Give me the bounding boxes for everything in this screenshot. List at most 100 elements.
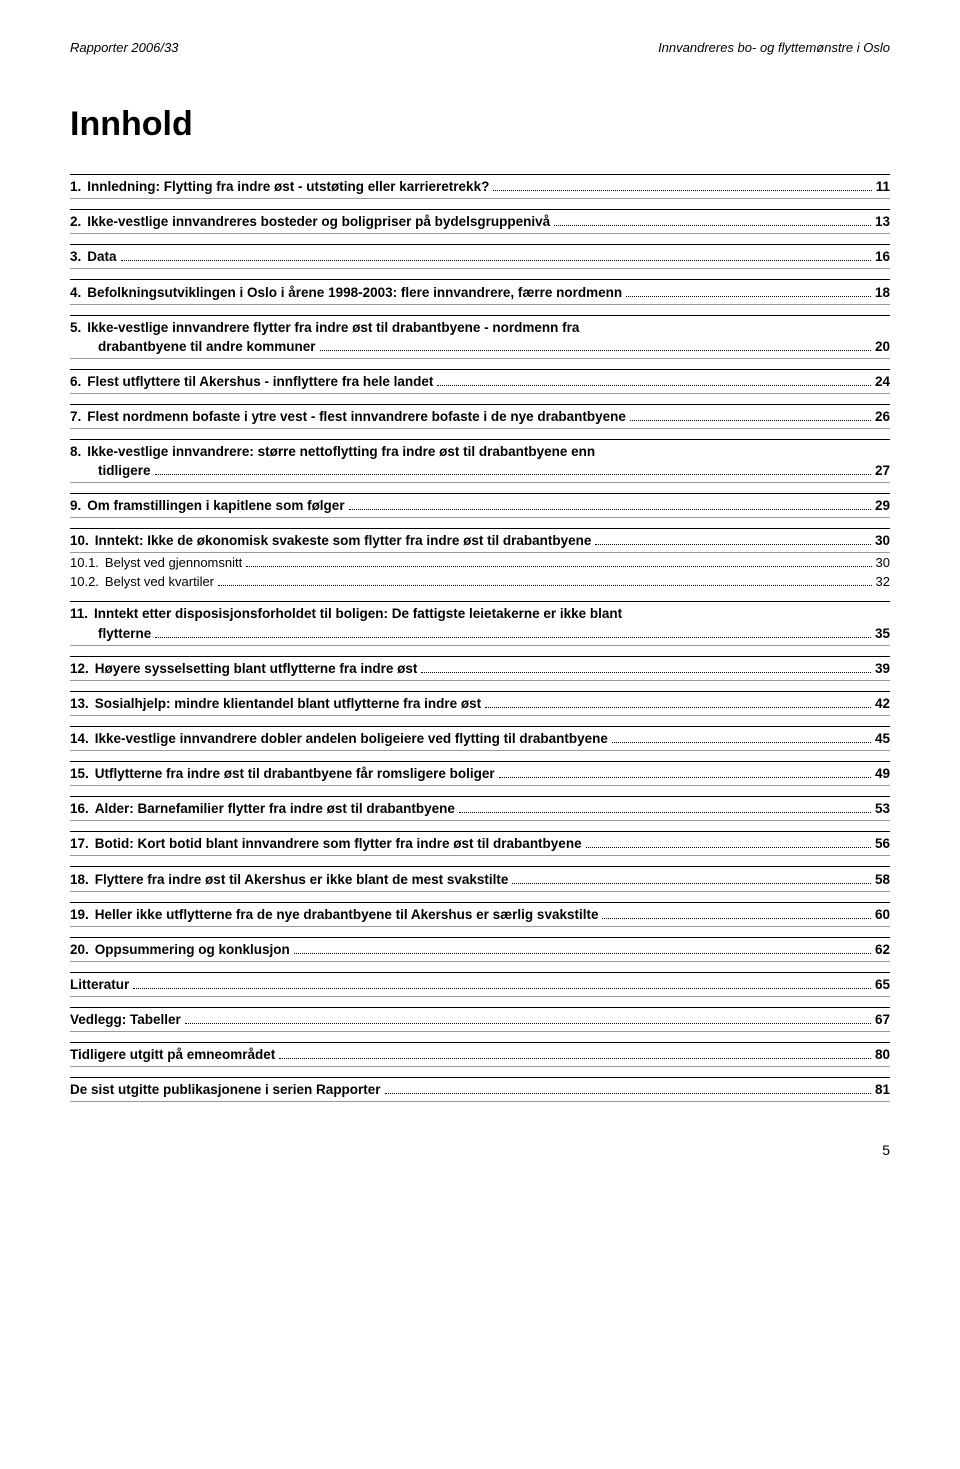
toc-page: 29 <box>875 498 890 513</box>
toc-page: 49 <box>875 766 890 781</box>
toc-num: 19. <box>70 907 89 922</box>
toc-label: flytterne <box>70 626 151 641</box>
toc-sub-num: 10.2. <box>70 574 99 589</box>
toc-entry: tidligere 27 <box>70 463 890 483</box>
toc-entry: 4.Befolkningsutviklingen i Oslo i årene … <box>70 279 890 304</box>
toc-label: Heller ikke utflytterne fra de nye draba… <box>95 907 599 922</box>
toc-label: Ikke-vestlige innvandreres bosteder og b… <box>87 214 550 229</box>
toc-label: Flest nordmenn bofaste i ytre vest - fle… <box>87 409 626 424</box>
toc-label: tidligere <box>70 463 151 478</box>
toc-label: Ikke-vestlige innvandrere: større nettof… <box>87 444 595 459</box>
toc-leader <box>349 498 871 510</box>
table-of-contents: 1. Innledning: Flytting fra indre øst - u… <box>70 174 890 1102</box>
toc-page: 24 <box>875 374 890 389</box>
toc-page: 81 <box>875 1082 890 1097</box>
toc-num: 3. <box>70 249 81 264</box>
toc-entry: 6.Flest utflyttere til Akershus - innfly… <box>70 369 890 394</box>
toc-leader <box>612 731 871 743</box>
toc-page: 18 <box>875 285 890 300</box>
toc-entry: drabantbyene til andre kommuner 20 <box>70 339 890 359</box>
toc-entry: 16.Alder: Barnefamilier flytter fra indr… <box>70 796 890 821</box>
toc-leader <box>294 942 871 954</box>
toc-page: 65 <box>875 977 890 992</box>
toc-entry: Tidligere utgitt på emneområdet 80 <box>70 1042 890 1067</box>
toc-leader <box>185 1012 871 1024</box>
toc-entry: 12. Høyere sysselsetting blant utflyttern… <box>70 656 890 681</box>
toc-leader <box>602 907 870 919</box>
toc-entry: 7. Flest nordmenn bofaste i ytre vest - f… <box>70 404 890 429</box>
toc-entry: Vedlegg: Tabeller 67 <box>70 1007 890 1032</box>
toc-num: 13. <box>70 696 89 711</box>
toc-entry: 13. Sosialhjelp: mindre klientandel blant… <box>70 691 890 716</box>
toc-label: Ikke-vestlige innvandrere dobler andelen… <box>95 731 608 746</box>
toc-leader <box>626 284 871 296</box>
toc-entry: 20.Oppsummering og konklusjon62 <box>70 937 890 962</box>
toc-entry: flytterne 35 <box>70 625 890 645</box>
toc-page: 26 <box>875 409 890 424</box>
toc-num: 11. <box>70 606 88 621</box>
toc-num: 20. <box>70 942 89 957</box>
header-left: Rapporter 2006/33 <box>70 40 178 55</box>
toc-label: Vedlegg: Tabeller <box>70 1012 181 1027</box>
toc-num: 17. <box>70 836 89 851</box>
toc-label: Oppsummering og konklusjon <box>95 942 290 957</box>
toc-num: 14. <box>70 731 89 746</box>
toc-leader <box>121 249 871 261</box>
toc-leader <box>459 801 871 813</box>
toc-leader <box>493 179 871 191</box>
toc-label: Inntekt etter disposisjonsforholdet til … <box>94 606 622 621</box>
toc-label: Om framstillingen i kapitlene som følger <box>87 498 344 513</box>
toc-page: 35 <box>875 626 890 641</box>
toc-leader <box>595 533 871 545</box>
toc-label: Sosialhjelp: mindre klientandel blant ut… <box>95 696 481 711</box>
toc-entry: 1. Innledning: Flytting fra indre øst - u… <box>70 174 890 199</box>
toc-page: 27 <box>875 463 890 478</box>
toc-sub-label: Belyst ved kvartiler <box>105 574 214 589</box>
toc-leader <box>499 766 871 778</box>
toc-leader <box>155 463 871 475</box>
toc-leader <box>133 977 871 989</box>
toc-label: drabantbyene til andre kommuner <box>70 339 316 354</box>
toc-leader <box>246 556 871 568</box>
toc-sub-num: 10.1. <box>70 555 99 570</box>
toc-entry: 9. Om framstillingen i kapitlene som følg… <box>70 493 890 518</box>
toc-entry: 3.Data16 <box>70 244 890 269</box>
toc-leader <box>279 1047 871 1059</box>
toc-entry: De sist utgitte publikasjonene i serien … <box>70 1077 890 1102</box>
toc-entry: 10. Inntekt: Ikke de økonomisk svakeste s… <box>70 528 890 553</box>
toc-page: 67 <box>875 1012 890 1027</box>
toc-label: Innledning: Flytting fra indre øst - uts… <box>87 179 489 194</box>
toc-num: 8. <box>70 444 81 459</box>
toc-label: De sist utgitte publikasjonene i serien … <box>70 1082 381 1097</box>
toc-leader <box>586 836 871 848</box>
toc-leader <box>485 696 871 708</box>
toc-page: 20 <box>875 339 890 354</box>
toc-num: 12. <box>70 661 89 676</box>
toc-leader <box>437 374 871 386</box>
toc-page: 60 <box>875 907 890 922</box>
toc-sub-entry: 10.2. Belyst ved kvartiler 32 <box>70 572 890 591</box>
toc-num: 6. <box>70 374 81 389</box>
toc-entry: 11. Inntekt etter disposisjonsforholdet t… <box>70 601 890 625</box>
toc-entry: 14. Ikke-vestlige innvandrere dobler ande… <box>70 726 890 751</box>
toc-label: Høyere sysselsetting blant utflytterne f… <box>95 661 418 676</box>
toc-entry: 18.Flyttere fra indre øst til Akershus e… <box>70 866 890 891</box>
toc-label: Inntekt: Ikke de økonomisk svakeste som … <box>95 533 592 548</box>
page-header: Rapporter 2006/33 Innvandreres bo- og fl… <box>70 40 890 55</box>
toc-leader <box>218 575 872 587</box>
toc-leader <box>421 661 871 673</box>
toc-label: Tidligere utgitt på emneområdet <box>70 1047 275 1062</box>
toc-page: 80 <box>875 1047 890 1062</box>
toc-sub-label: Belyst ved gjennomsnitt <box>105 555 242 570</box>
toc-leader <box>385 1082 871 1094</box>
toc-num: 1. <box>70 179 81 194</box>
toc-leader <box>155 625 871 637</box>
toc-num: 7. <box>70 409 81 424</box>
toc-num: 10. <box>70 533 89 548</box>
toc-label: Befolkningsutviklingen i Oslo i årene 19… <box>87 285 622 300</box>
toc-page: 11 <box>876 179 890 194</box>
toc-page: 39 <box>875 661 890 676</box>
toc-num: 5. <box>70 320 81 335</box>
toc-sub-page: 32 <box>876 574 890 589</box>
toc-num: 9. <box>70 498 81 513</box>
